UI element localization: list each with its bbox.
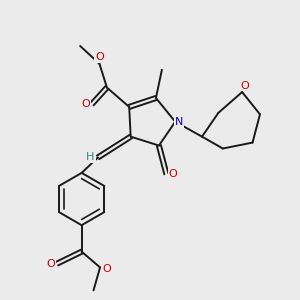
- Text: O: O: [46, 259, 55, 269]
- Text: O: O: [102, 264, 111, 274]
- Text: O: O: [81, 99, 90, 109]
- Text: O: O: [169, 169, 177, 179]
- Text: H: H: [86, 152, 95, 162]
- Text: O: O: [95, 52, 104, 62]
- Text: O: O: [241, 80, 250, 91]
- Text: N: N: [175, 117, 183, 127]
